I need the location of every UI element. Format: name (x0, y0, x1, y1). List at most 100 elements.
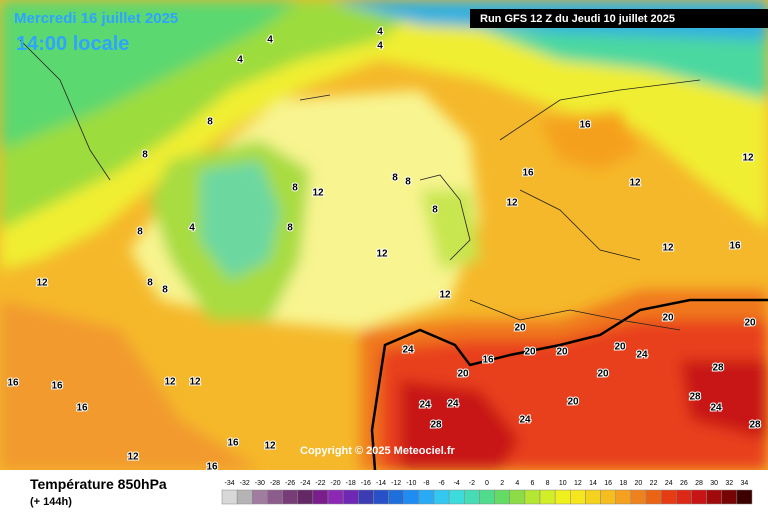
scale-label: -18 (346, 480, 356, 487)
contour-label: 4 (267, 35, 273, 46)
scale-swatch (448, 489, 465, 505)
contour-label: 8 (405, 177, 411, 188)
contour-label: 12 (36, 278, 48, 289)
contour-label: 16 (7, 378, 19, 389)
scale-label: 14 (589, 480, 597, 487)
scale-label: -26 (285, 480, 295, 487)
contour-label: 4 (237, 55, 243, 66)
contour-label: 24 (402, 345, 414, 356)
contour-label: 12 (662, 243, 674, 254)
forecast-date: Mercredi 16 juillet 2025 (14, 10, 178, 27)
scale-swatch (585, 489, 601, 505)
scale-label: 16 (604, 480, 612, 487)
contour-label: 8 (292, 183, 298, 194)
scale-label: 6 (530, 480, 534, 487)
scale-swatch (464, 489, 480, 505)
contour-label: 12 (439, 290, 451, 301)
scale-swatch (373, 489, 389, 505)
forecast-time: 14:00 locale (16, 33, 129, 55)
contour-label: 20 (597, 369, 609, 380)
lead-time: (+ 144h) (30, 496, 72, 508)
contour-label: 16 (51, 381, 63, 392)
scale-label: -12 (391, 480, 401, 487)
contour-label: 8 (137, 227, 143, 238)
scale-swatch (388, 489, 404, 505)
contour-label: 20 (556, 347, 568, 358)
scale-swatch (539, 489, 556, 505)
contour-label: 16 (76, 403, 88, 414)
scale-swatch (615, 489, 632, 505)
scale-swatch (221, 489, 238, 505)
scale-swatch (706, 489, 722, 505)
scale-swatch (554, 489, 571, 505)
scale-swatch (570, 489, 586, 505)
contour-label: 12 (376, 249, 388, 260)
scale-swatch (645, 489, 662, 505)
contour-label: 16 (729, 241, 741, 252)
scale-swatch (403, 489, 420, 505)
scale-label: 26 (680, 480, 688, 487)
scale-label: -6 (438, 480, 444, 487)
scale-label: -16 (361, 480, 371, 487)
scale-label: 8 (546, 480, 550, 487)
scale-swatch (342, 489, 359, 505)
contour-label: 8 (392, 173, 398, 184)
contour-label: 16 (522, 168, 534, 179)
contour-label: 8 (287, 223, 293, 234)
scale-swatch (282, 489, 298, 505)
scale-label: 18 (619, 480, 627, 487)
contour-label: 20 (744, 318, 756, 329)
scale-label: 34 (741, 480, 749, 487)
scale-label: -30 (255, 480, 265, 487)
scale-label: 10 (559, 480, 567, 487)
contour-label: 8 (432, 205, 438, 216)
scale-swatch (267, 489, 283, 505)
scale-label: 28 (695, 480, 703, 487)
contour-label: 20 (524, 347, 536, 358)
contour-label: 20 (614, 342, 626, 353)
contour-label: 20 (567, 397, 579, 408)
scale-swatch (252, 489, 268, 505)
contour-label: 12 (164, 377, 176, 388)
scale-swatch (630, 489, 647, 505)
contour-label: 24 (710, 403, 722, 414)
scale-swatch (418, 489, 435, 505)
scale-label: -28 (270, 480, 280, 487)
contour-label: 12 (312, 188, 324, 199)
scale-label: 12 (574, 480, 582, 487)
scale-swatch (494, 489, 510, 505)
contour-label: 24 (419, 400, 431, 411)
scale-label: -8 (423, 480, 429, 487)
scale-label: -34 (225, 480, 235, 487)
scale-label: 22 (650, 480, 658, 487)
contour-label: 4 (377, 41, 383, 52)
contour-label: 24 (447, 399, 459, 410)
scale-label: 20 (635, 480, 643, 487)
scale-swatch (297, 489, 314, 505)
contour-label: 12 (742, 153, 754, 164)
scale-label: -24 (300, 480, 310, 487)
copyright: Copyright © 2025 Meteociel.fr (300, 445, 456, 457)
scale-swatch (433, 489, 450, 505)
contour-label: 12 (506, 198, 518, 209)
scale-swatch (676, 489, 692, 505)
scale-label: 30 (710, 480, 718, 487)
scale-swatch (721, 489, 738, 505)
scale-label: 4 (515, 480, 519, 487)
scale-swatch (312, 489, 329, 505)
scale-label: -4 (454, 480, 460, 487)
scale-swatch (736, 489, 753, 505)
contour-label: 12 (629, 178, 641, 189)
scale-swatch (524, 489, 541, 505)
scale-swatch (509, 489, 526, 505)
contour-label: 16 (227, 438, 239, 449)
run-box (470, 9, 768, 28)
contour-label: 16 (579, 120, 591, 131)
scale-swatch (327, 489, 344, 505)
temperature-field (0, 0, 768, 471)
scale-swatch (479, 489, 495, 505)
scale-label: -14 (376, 480, 386, 487)
contour-label: 20 (457, 369, 469, 380)
contour-label: 4 (189, 223, 195, 234)
legend-title: Température 850hPa (30, 476, 167, 492)
